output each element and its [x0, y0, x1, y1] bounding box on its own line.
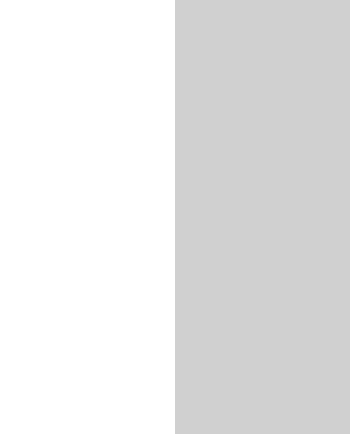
Text: determine the integrated expression for $E_r$ at: determine the integrated expression for …	[7, 339, 226, 352]
Text: Consider a uniformly charged thin rod with: Consider a uniformly charged thin rod wi…	[7, 180, 228, 189]
Text: $dE_r = k\dfrac{(Qdy/L)}{\rho^2}\sin\alpha\,,$: $dE_r = k\dfrac{(Qdy/L)}{\rho^2}\sin\alp…	[40, 315, 135, 341]
Text: $\frac{kQ}{r}(\cos\alpha_1 - \cos\alpha_2)$: $\frac{kQ}{r}(\cos\alpha_1 - \cos\alpha_…	[222, 126, 309, 143]
Text: (2).}: (2).}	[7, 425, 29, 434]
Text: Because the rod is centered at the origin,: Because the rod is centered at the origi…	[7, 253, 219, 263]
Text: field at P due to the charges on the rod.: field at P due to the charges on the rod…	[7, 229, 199, 238]
Text: $\frac{kQ}{L}(\cos\alpha_2 - \cos\alpha_1)$: $\frac{kQ}{L}(\cos\alpha_2 - \cos\alpha_…	[222, 5, 309, 23]
Text: $\Delta E_r$: $\Delta E_r$	[164, 91, 178, 104]
Text: $\frac{kQ}{L}(\cos\alpha_1 - \cos\alpha_2)$: $\frac{kQ}{L}(\cos\alpha_1 - \cos\alpha_…	[222, 156, 309, 174]
Text: $\Delta E$: $\Delta E$	[164, 73, 176, 84]
Text: ential form: ential form	[7, 290, 60, 299]
Text: $\rho$: $\rho$	[83, 107, 90, 118]
Text: $\alpha_1$: $\alpha_1$	[46, 132, 58, 142]
Text: $P$: $P$	[148, 97, 155, 108]
Text: (see fig 8-3hw).  We wish to determine the: (see fig 8-3hw). We wish to determine th…	[7, 217, 211, 226]
Text: {$Hint$: use the math identity $dy/\rho^2 = d\alpha/r$.: {$Hint$: use the math identity $dy/\rho^…	[7, 376, 205, 391]
Text: 2.: 2.	[205, 39, 214, 49]
Text: 5.: 5.	[205, 130, 214, 139]
Text: $\Delta y$: $\Delta y$	[19, 105, 32, 118]
Text: $-L/2$: $-L/2$	[16, 148, 38, 158]
Text: $\frac{kQ}{r}(\cos\alpha_2 - \cos\alpha_1)$: $\frac{kQ}{r}(\cos\alpha_2 - \cos\alpha_…	[222, 36, 309, 53]
Text: total charge $Q$ and length $L$.  It is aligned: total charge $Q$ and length $L$. It is a…	[7, 192, 207, 205]
Text: $P$.: $P$.	[7, 352, 17, 362]
Text: 6.: 6.	[205, 161, 214, 170]
Text: 3.: 3.	[205, 70, 214, 79]
Text: point in the $\hat{r}$ direction.  Based on the differ-: point in the $\hat{r}$ direction. Based …	[7, 278, 222, 294]
Text: $y$: $y$	[42, 12, 50, 24]
Text: $0$: $0$	[31, 84, 38, 95]
Text: $\frac{kQ}{Lr}(\cos\alpha_2 - \cos\alpha_1)$: $\frac{kQ}{Lr}(\cos\alpha_2 - \cos\alpha…	[222, 95, 309, 113]
Text: metric relation $\tan\alpha = r/(-y)$ (1), and the: metric relation $\tan\alpha = r/(-y)$ (1…	[7, 401, 205, 414]
Text: $\frac{kQ}{Lr}(\cos\alpha_1 - \cos\alpha_2)$: $\frac{kQ}{Lr}(\cos\alpha_1 - \cos\alpha…	[222, 66, 309, 83]
Text: calculus identity $d\tan\alpha/d\alpha = \sec^2\alpha = \rho^2/y^2$: calculus identity $d\tan\alpha/d\alpha =…	[7, 413, 212, 427]
Text: 4.: 4.	[205, 100, 214, 109]
Text: This identity can be derived using the geo-: This identity can be derived using the g…	[7, 388, 213, 397]
Text: symmetry tells us the electric field at $P$ must: symmetry tells us the electric field at …	[7, 266, 224, 279]
Text: $r$: $r$	[90, 74, 97, 84]
Text: 1.: 1.	[205, 9, 214, 18]
Text: $L/2$: $L/2$	[23, 20, 38, 31]
Text: $\alpha$: $\alpha$	[49, 101, 57, 110]
Text: $\alpha_2$: $\alpha_2$	[48, 30, 60, 40]
Text: along the $y$-axis and centered at the origin: along the $y$-axis and centered at the o…	[7, 204, 214, 217]
